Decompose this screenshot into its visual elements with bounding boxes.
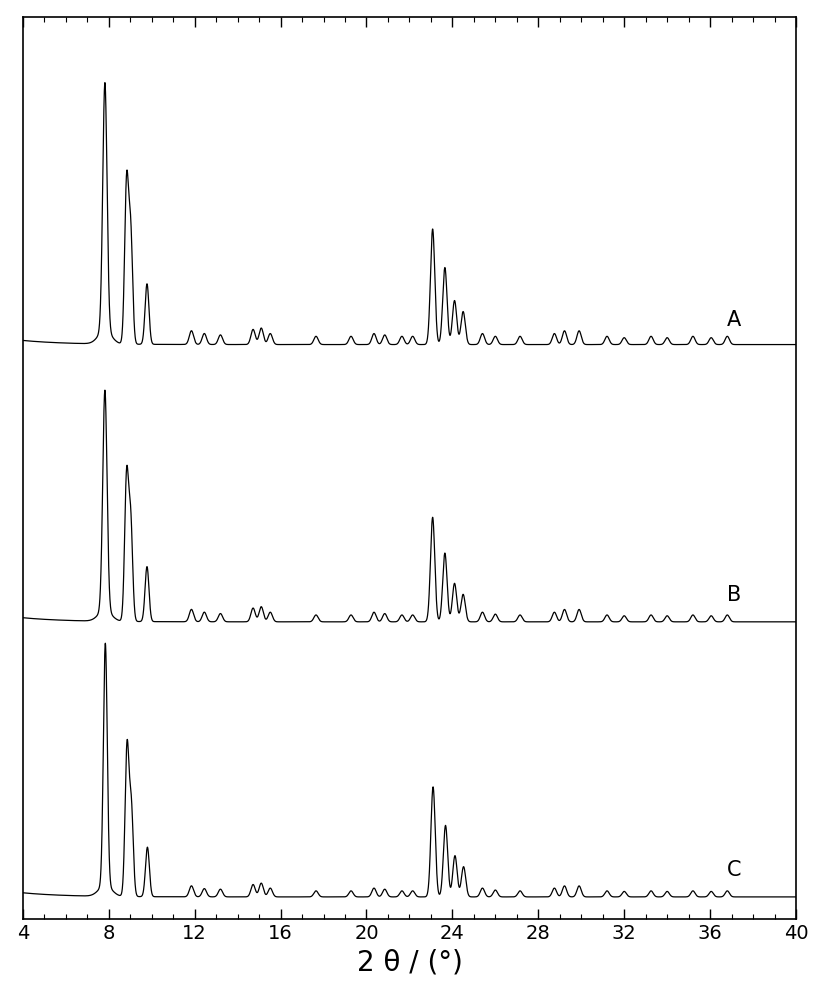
Text: C: C bbox=[728, 860, 742, 881]
Text: B: B bbox=[728, 585, 742, 606]
Text: A: A bbox=[728, 310, 742, 331]
X-axis label: 2 θ / (°): 2 θ / (°) bbox=[356, 948, 462, 976]
